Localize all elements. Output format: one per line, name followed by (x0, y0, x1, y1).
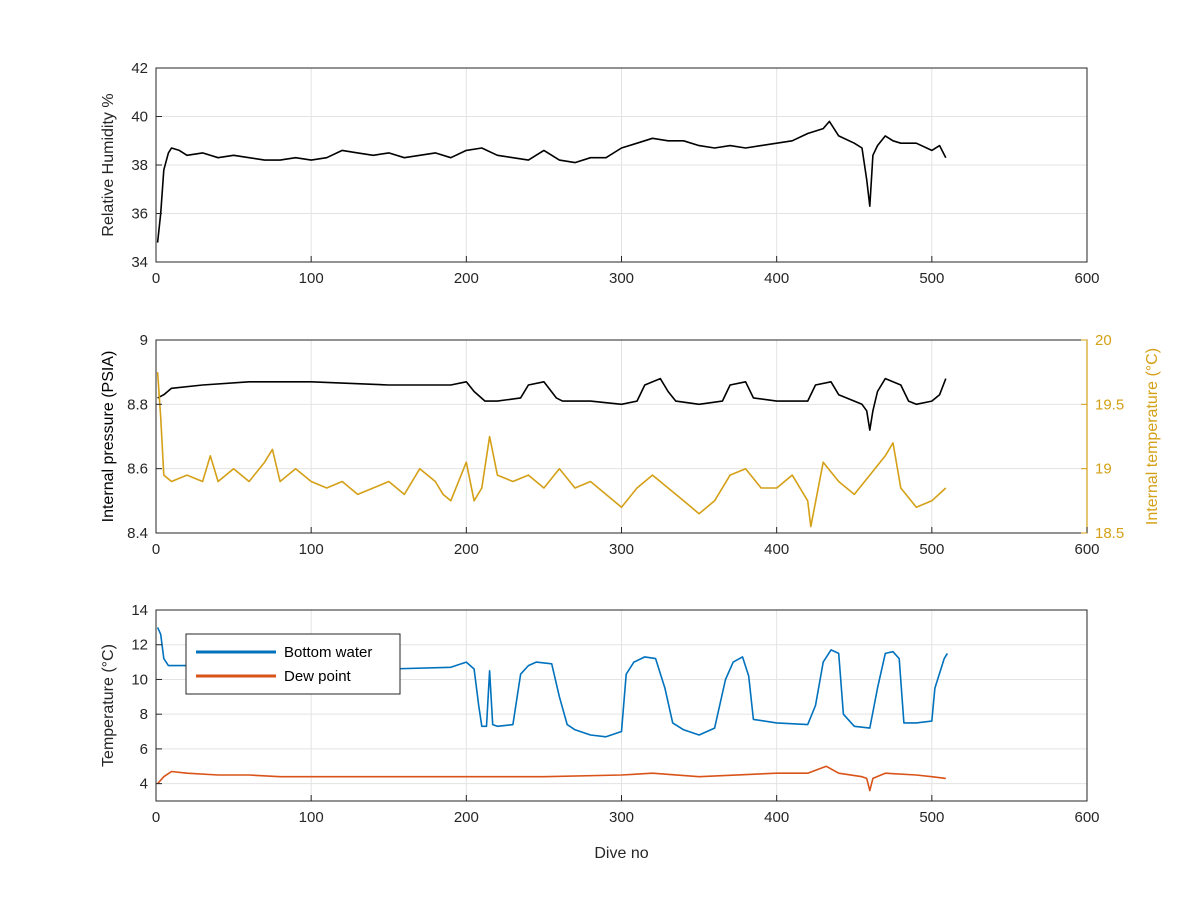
x-tick-label: 200 (454, 809, 479, 826)
x-tick-label: 600 (1074, 809, 1099, 826)
y-tick-label: 4 (140, 776, 148, 793)
y-tick-label: 8 (140, 706, 148, 723)
y-axis-label: Internal pressure (PSIA) (100, 351, 117, 523)
x-tick-label: 0 (152, 541, 160, 558)
x-tick-label: 500 (919, 270, 944, 287)
y-axis-label: Temperature (°C) (100, 644, 117, 767)
x-tick-label: 400 (764, 270, 789, 287)
series-line-1 (157, 377, 947, 431)
y2-tick-label: 20 (1095, 332, 1112, 349)
x-tick-label: 100 (299, 809, 324, 826)
y-tick-label: 8.6 (127, 461, 148, 478)
series-dew-point (157, 765, 946, 792)
x-tick-label: 200 (454, 541, 479, 558)
y-tick-label: 12 (131, 637, 148, 654)
y2-axis-label: Internal temperature (°C) (1144, 348, 1161, 525)
y-tick-label: 9 (140, 332, 148, 349)
subplot-1: 0 100 200 300 400 500 600 34 36 38 40 42 Relative Hu… (100, 60, 1100, 287)
y-tick-label: 42 (131, 60, 148, 77)
x-tick-label: 300 (609, 270, 634, 287)
y-tick-label: 14 (131, 602, 148, 619)
y-axis-label: Relative Humidity % (100, 93, 117, 236)
x-tick-label: 600 (1074, 270, 1099, 287)
legend-label: Bottom water (284, 644, 372, 661)
x-tick-label: 0 (152, 270, 160, 287)
x-tick-label: 200 (454, 270, 479, 287)
series-line-1 (156, 120, 947, 243)
legend-box (185, 633, 401, 695)
y-tick-label: 36 (131, 206, 148, 223)
subplot-2: 0 100 200 300 400 500 600 8.4 8.6 8.8 9 18.5 19 19.5 2… (100, 332, 1161, 558)
y-tick-label: 8.4 (127, 525, 148, 542)
x-tick-label: 300 (609, 809, 634, 826)
y-tick-label: 6 (140, 741, 148, 758)
x-tick-label: 0 (152, 809, 160, 826)
y-tick-label: 10 (131, 671, 148, 688)
x-tick-label: 400 (764, 809, 789, 826)
x-tick-label: 500 (919, 809, 944, 826)
y2-tick-label: 19 (1095, 461, 1112, 478)
series-bottom-water (156, 627, 949, 738)
legend-label: Dew point (284, 668, 352, 685)
y2-tick-label: 18.5 (1095, 525, 1124, 542)
x-tick-label: 100 (299, 270, 324, 287)
y-tick-label: 38 (131, 157, 148, 174)
x-tick-label: 500 (919, 541, 944, 558)
legend: Bottom water Dew point (185, 633, 401, 695)
x-tick-label: 400 (764, 541, 789, 558)
y2-tick-label: 19.5 (1095, 396, 1124, 413)
y-tick-label: 34 (131, 254, 148, 271)
x-axis-label: Dive no (594, 845, 648, 862)
y-tick-label: 40 (131, 109, 148, 126)
subplot-3: 0 100 200 300 400 500 600 4 6 8 10 12 14 Temperature … (100, 602, 1100, 862)
x-tick-label: 100 (299, 541, 324, 558)
y-tick-label: 8.8 (127, 396, 148, 413)
x-tick-label: 600 (1074, 541, 1099, 558)
x-tick-label: 300 (609, 541, 634, 558)
series-line-2 (156, 372, 947, 528)
